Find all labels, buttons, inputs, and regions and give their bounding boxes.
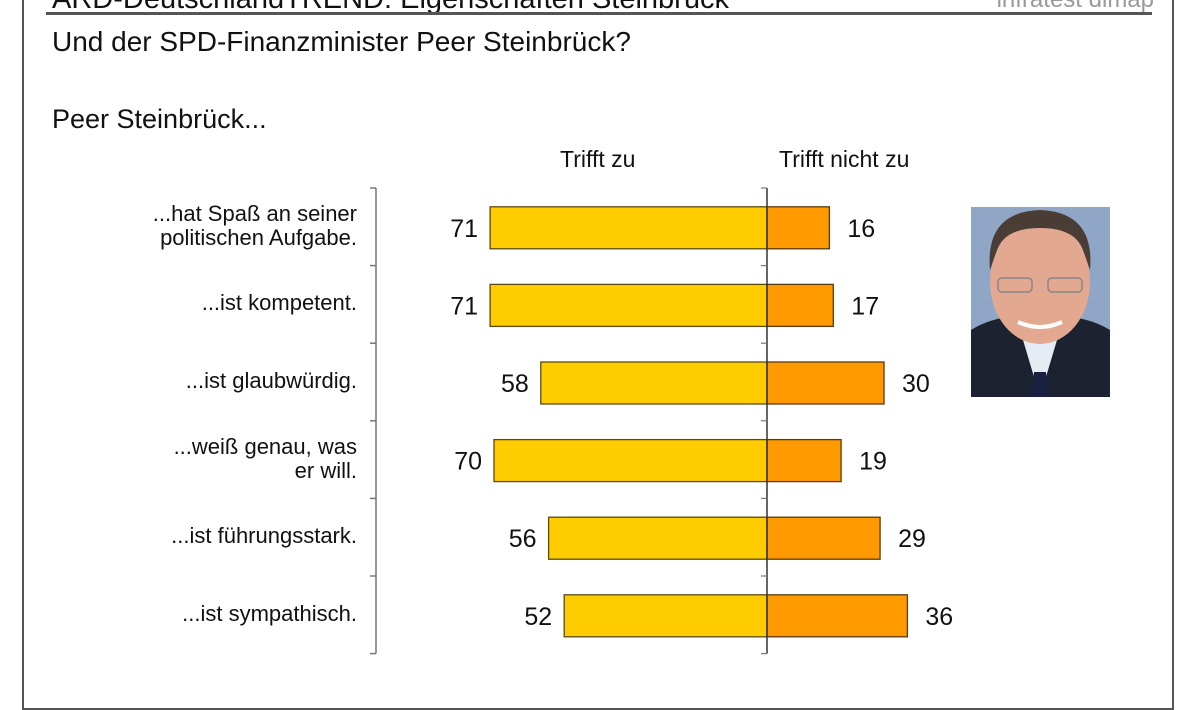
category-label-line: ...ist kompetent. bbox=[201, 290, 357, 316]
legend-trifft-zu: Trifft zu bbox=[560, 146, 636, 172]
bar-trifft-zu bbox=[547, 516, 768, 560]
category-label-line: ...ist führungsstark. bbox=[171, 523, 357, 549]
legend-trifft-nicht-zu: Trifft nicht zu bbox=[779, 146, 910, 172]
category-label: ...ist kompetent. bbox=[202, 291, 357, 315]
category-label: ...ist glaubwürdig. bbox=[186, 369, 357, 393]
value-label-trifft-zu: 56 bbox=[509, 525, 537, 553]
bar-trifft-zu bbox=[563, 594, 768, 638]
category-label: ...ist führungsstark. bbox=[171, 524, 357, 548]
value-label-trifft-nicht-zu: 19 bbox=[859, 448, 887, 476]
category-label: ...weiß genau, was er will. bbox=[173, 433, 357, 483]
bar-trifft-nicht-zu bbox=[766, 283, 834, 328]
bar-trifft-nicht-zu bbox=[766, 516, 881, 560]
category-label-line: politischen Aufgabe. bbox=[160, 224, 357, 250]
category-label-line: er will. bbox=[294, 457, 357, 483]
bar-trifft-zu bbox=[540, 361, 768, 405]
bar-trifft-zu bbox=[489, 206, 768, 250]
bar-trifft-nicht-zu bbox=[766, 594, 909, 638]
value-label-trifft-nicht-zu: 17 bbox=[851, 292, 879, 320]
category-label-line: ...ist sympathisch. bbox=[182, 600, 357, 626]
value-label-trifft-zu: 58 bbox=[501, 370, 529, 398]
subject-text: Peer Steinbrück... bbox=[52, 104, 267, 134]
category-label-line: ...weiß genau, was bbox=[173, 433, 357, 459]
category-label-line: ...hat Spaß an seiner bbox=[152, 200, 357, 226]
value-label-trifft-zu: 71 bbox=[450, 292, 478, 320]
bar-trifft-zu bbox=[493, 438, 768, 483]
value-label-trifft-nicht-zu: 30 bbox=[902, 370, 930, 398]
value-label-trifft-zu: 52 bbox=[524, 603, 552, 631]
bar-trifft-nicht-zu bbox=[766, 361, 885, 405]
bar-chart: 71 16 71 17 58 30 70 19 56 29 52 36 bbox=[370, 187, 953, 655]
value-label-trifft-zu: 71 bbox=[450, 215, 478, 243]
question-text: Und der SPD-Finanzminister Peer Steinbrü… bbox=[52, 26, 631, 57]
title-divider bbox=[46, 12, 1152, 15]
value-label-trifft-nicht-zu: 36 bbox=[925, 603, 953, 631]
value-label-trifft-nicht-zu: 16 bbox=[847, 215, 875, 243]
category-label: ...ist sympathisch. bbox=[182, 600, 357, 626]
chart-title: ARD-DeutschlandTREND: Eigenschaften Stei… bbox=[52, 0, 729, 16]
value-label-trifft-nicht-zu: 29 bbox=[898, 525, 926, 553]
bar-trifft-zu bbox=[489, 283, 768, 328]
source-label: infratest dimap bbox=[997, 0, 1154, 14]
bar-trifft-nicht-zu bbox=[766, 206, 831, 250]
category-label: ...hat Spaß an seiner politischen Aufgabe… bbox=[152, 200, 357, 250]
bar-trifft-nicht-zu bbox=[766, 438, 842, 483]
category-label-line: ...ist glaubwürdig. bbox=[185, 368, 357, 393]
value-label-trifft-zu: 70 bbox=[454, 448, 482, 476]
